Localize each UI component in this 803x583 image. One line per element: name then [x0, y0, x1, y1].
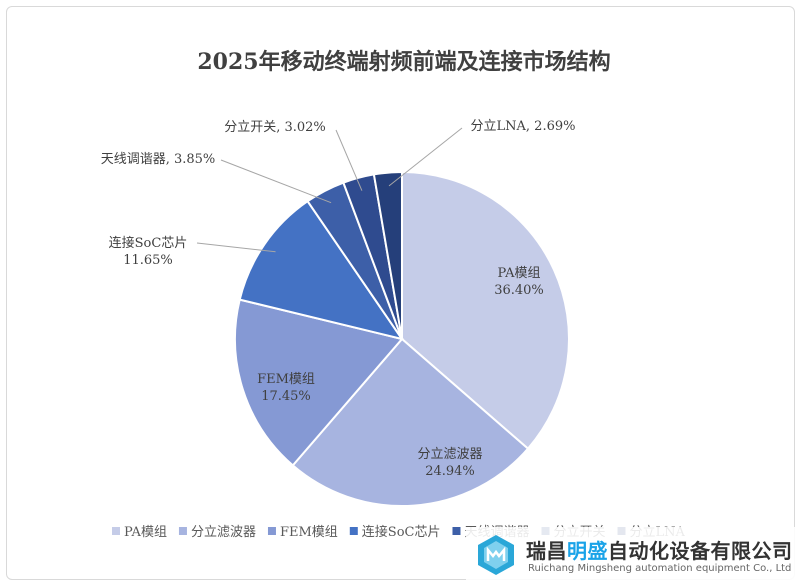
legend-swatch: [178, 527, 187, 535]
leader-line: [388, 127, 463, 187]
legend-label: 分立滤波器: [191, 525, 256, 540]
legend-swatch: [452, 527, 461, 535]
legend-label: FEM模组: [280, 525, 338, 540]
pie-slice: [291, 337, 530, 507]
legend-swatch: [349, 527, 358, 535]
slice-label: 分立滤波器 24.94%: [417, 447, 482, 479]
legend-label: 连接SoC芯片: [362, 524, 441, 540]
slice-callout: 分立LNA, 2.69%: [471, 119, 576, 134]
slice-callout: 分立开关, 3.02%: [224, 120, 326, 135]
pie-slice: [238, 199, 405, 341]
pie-slice: [401, 170, 570, 451]
leader-line: [196, 242, 276, 253]
slice-label: FEM模组 17.45%: [257, 372, 315, 404]
legend-swatch: [112, 527, 120, 535]
slice-label: PA模组 36.40%: [494, 266, 544, 298]
company-name: 瑞昌明盛自动化设备有限公司: [526, 539, 793, 563]
chart-frame: [6, 6, 795, 580]
legend-label: PA模组: [124, 525, 167, 540]
company-logo-icon: [478, 535, 514, 575]
leader-line: [335, 129, 363, 191]
chart-title: 2025年移动终端射频前端及连接市场结构: [197, 49, 610, 75]
company-watermark: 瑞昌明盛自动化设备有限公司 Ruichang Mingsheng automat…: [466, 527, 803, 583]
pie-slice: [372, 170, 403, 340]
leader-line: [220, 159, 332, 204]
pie-slice: [234, 298, 404, 467]
slice-callout: 天线调谐器, 3.85%: [101, 152, 216, 167]
slice-callout: 连接SoC芯片 11.65%: [109, 235, 188, 268]
legend-swatch: [267, 527, 276, 535]
company-subtitle: Ruichang Mingsheng automation equipment …: [528, 563, 792, 574]
